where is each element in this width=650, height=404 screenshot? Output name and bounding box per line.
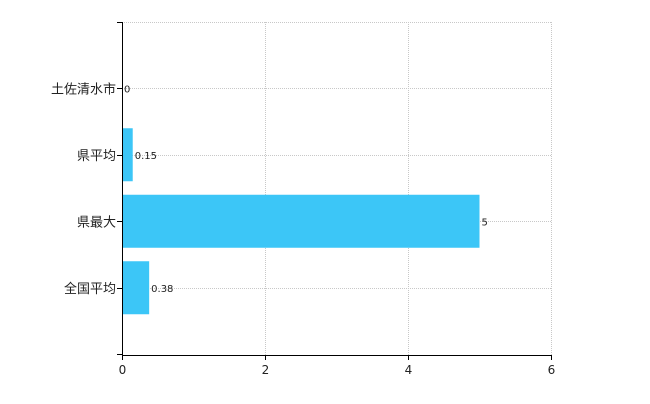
bar-2 (123, 194, 480, 248)
bar-3 (123, 261, 150, 315)
x-tick-label-0: 0 (119, 363, 127, 377)
y-tick-label-2: 県最大 (77, 215, 116, 230)
bar-value-label-0: 0 (124, 84, 130, 95)
x-tick-label-3: 6 (548, 363, 556, 377)
x-tick-label-2: 4 (405, 363, 413, 377)
bar-value-label-1: 0.15 (135, 151, 157, 162)
y-tick-label-0: 土佐清水市 (51, 81, 116, 97)
x-tick-label-1: 2 (262, 363, 270, 377)
grid-lines (122, 22, 552, 355)
y-tick-label-3: 全国平均 (64, 281, 116, 297)
bar-1 (123, 128, 133, 182)
bar-value-label-3: 0.38 (151, 284, 173, 295)
bar-value-label-2: 5 (482, 217, 488, 228)
bars (123, 128, 480, 315)
axes (117, 22, 552, 360)
y-tick-label-1: 県平均 (77, 149, 116, 164)
